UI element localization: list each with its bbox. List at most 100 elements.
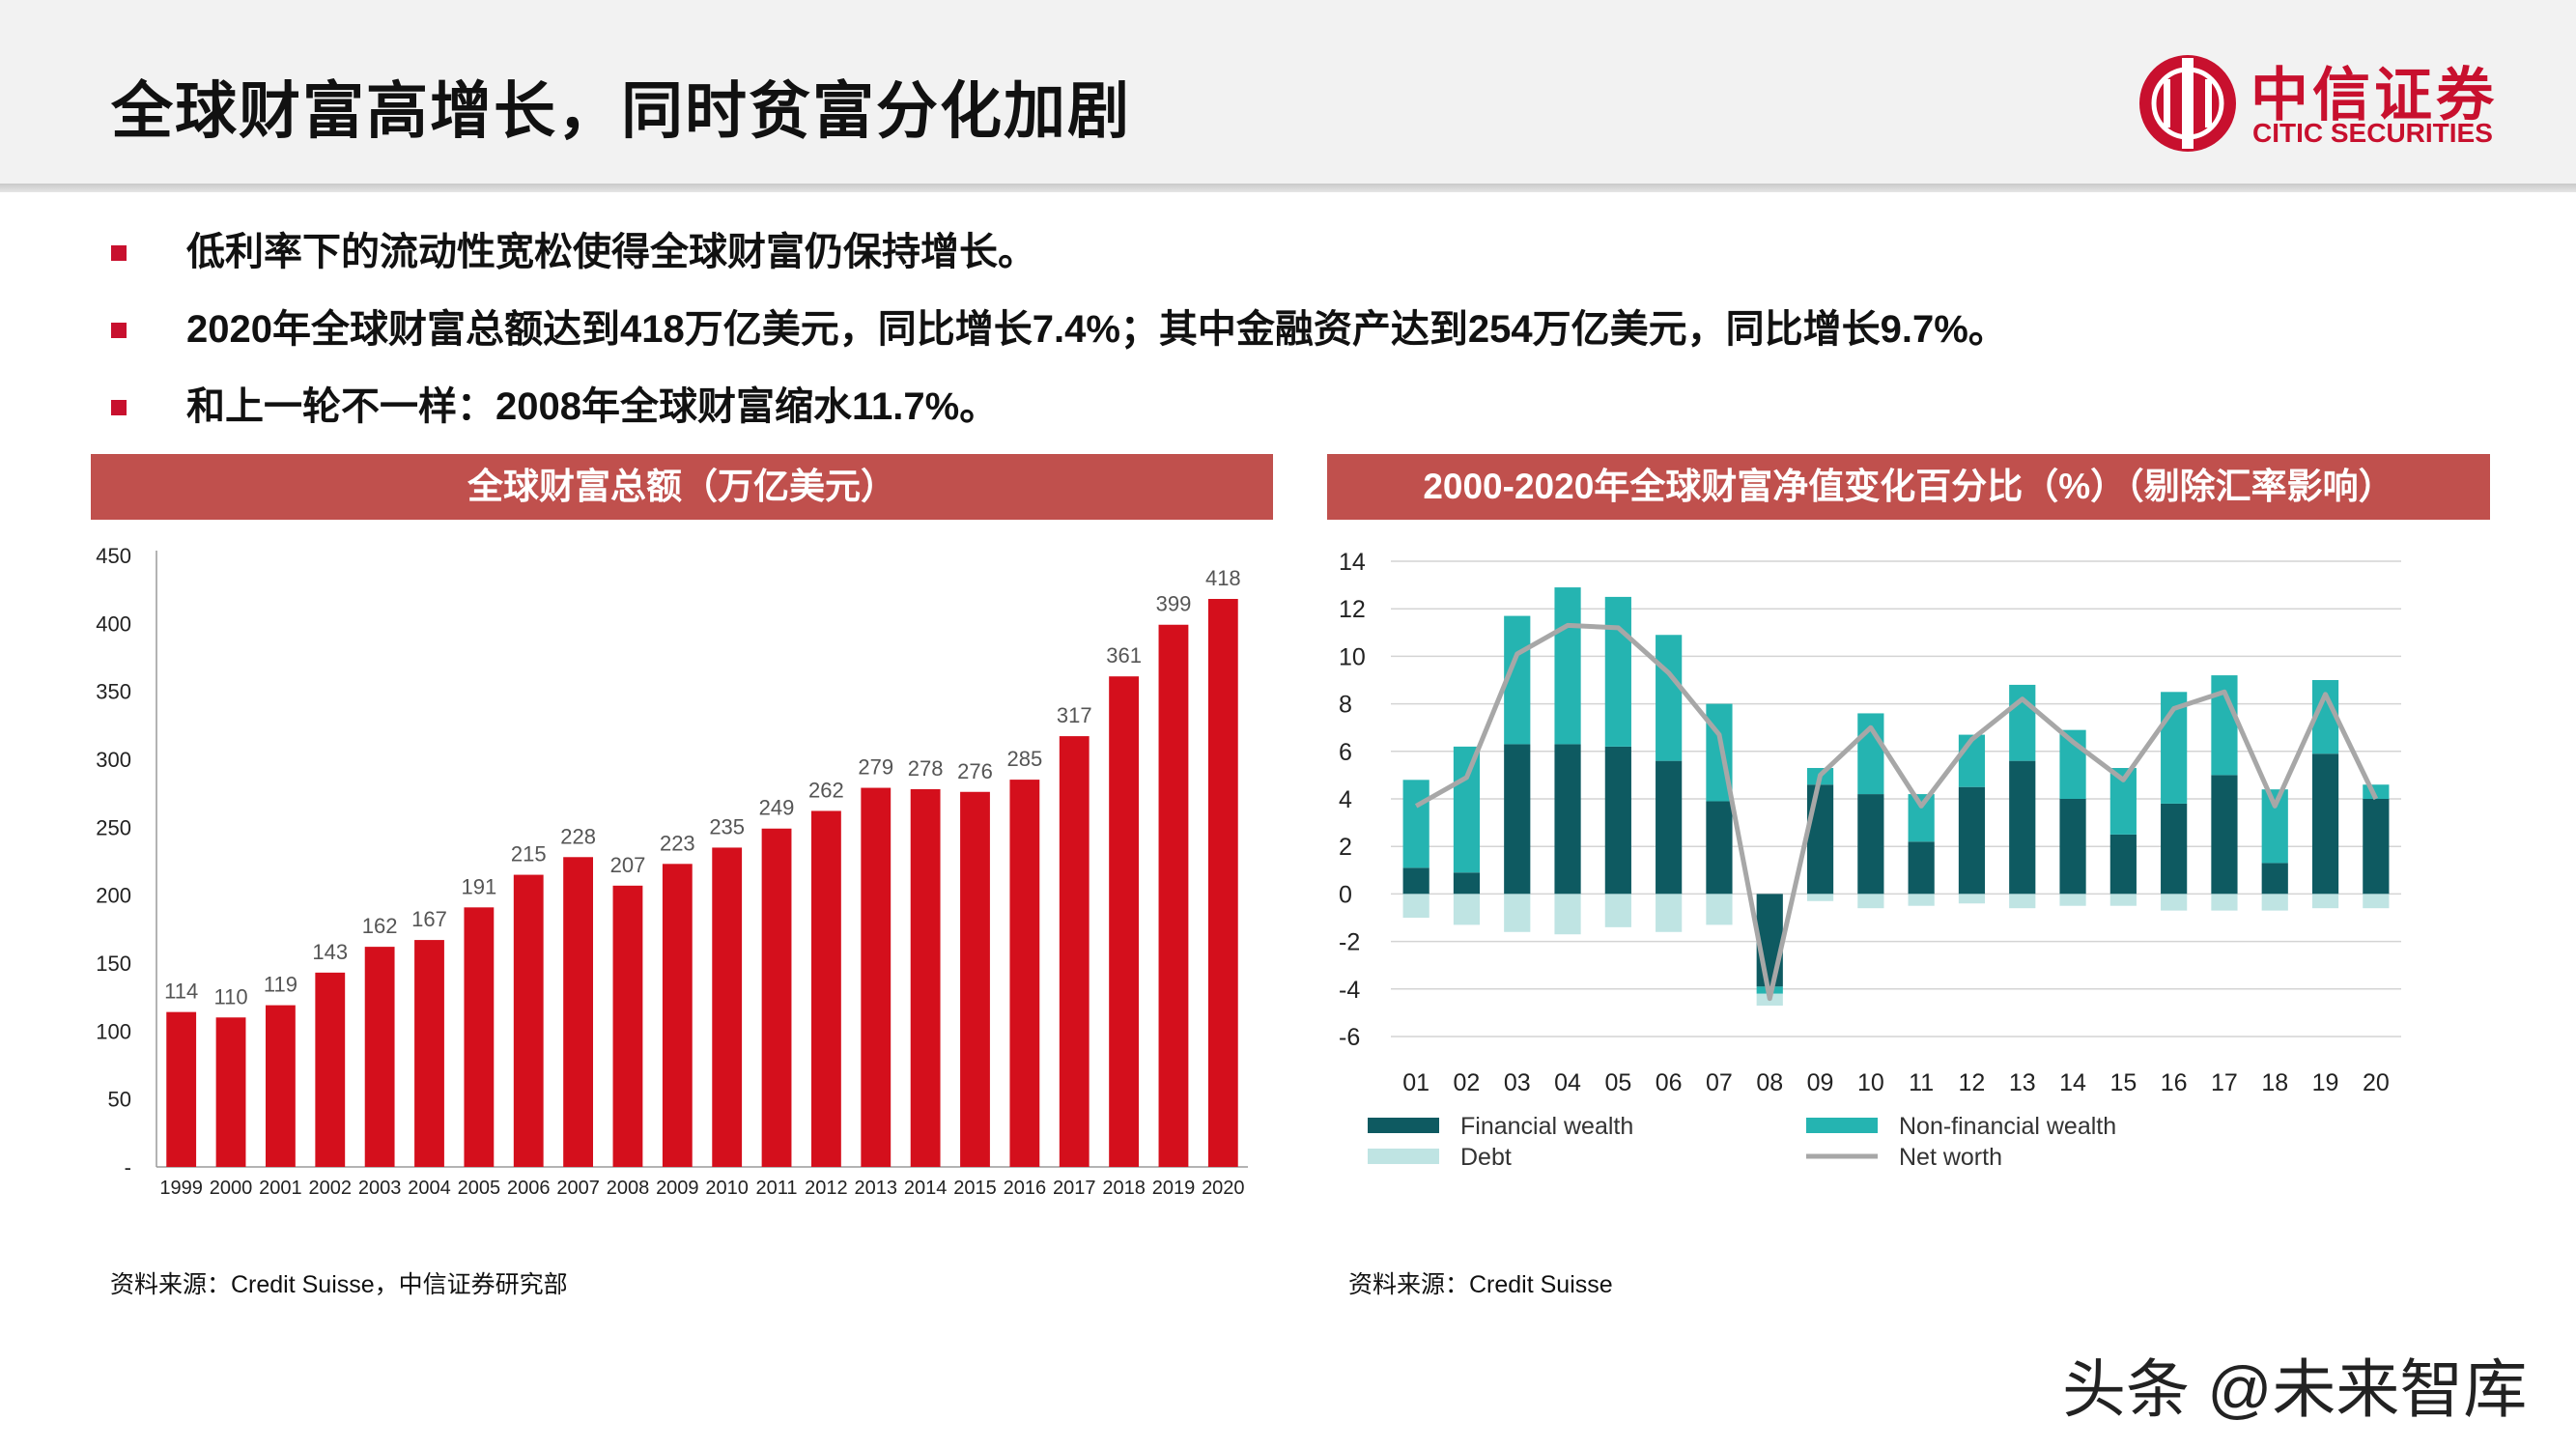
x-tick-label: 12 (1959, 1069, 1986, 1096)
y-tick-label: 350 (96, 680, 131, 704)
bar-debt (2059, 894, 2086, 906)
bar-financial-wealth (2059, 799, 2086, 895)
x-tick-label: 2014 (904, 1178, 948, 1199)
bar-non-financial-wealth (1453, 746, 1481, 873)
x-tick-label: 2020 (1202, 1178, 1245, 1199)
bar (266, 1005, 296, 1167)
data-label: 143 (312, 940, 348, 964)
y-tick-label: 4 (1339, 786, 1352, 813)
x-tick-label: 16 (2161, 1069, 2188, 1096)
bar (364, 947, 395, 1167)
x-tick-label: 14 (2059, 1069, 2086, 1096)
y-tick-label: 14 (1339, 549, 1366, 576)
x-tick-label: 04 (1554, 1069, 1581, 1096)
y-tick-label: 250 (96, 815, 131, 839)
bar-non-financial-wealth (1554, 587, 1581, 745)
legend-label: Non-financial wealth (1899, 1113, 2116, 1140)
right-chart-title: 2000-2020年全球财富净值变化百分比（%）（剔除汇率影响） (1327, 454, 2490, 520)
x-tick-label: 2006 (507, 1178, 551, 1199)
y-tick-label: 150 (96, 952, 131, 976)
bar-debt (2109, 894, 2137, 906)
bar (315, 972, 346, 1167)
x-tick-label: 06 (1656, 1069, 1683, 1096)
x-tick-label: 08 (1756, 1069, 1783, 1096)
x-tick-label: 2018 (1102, 1178, 1146, 1199)
legend-swatch (1368, 1149, 1439, 1164)
bar (910, 788, 941, 1167)
bar-debt (1857, 894, 1884, 909)
bar-financial-wealth (1554, 744, 1581, 895)
bar-non-financial-wealth (1908, 794, 1935, 842)
bar-financial-wealth (1504, 744, 1531, 895)
legend-swatch (1368, 1118, 1439, 1133)
legend-swatch (1806, 1118, 1878, 1133)
bar (662, 864, 693, 1167)
bar (563, 857, 593, 1167)
bar-debt (1706, 894, 1733, 925)
bullet-square-icon (111, 400, 127, 415)
left-chart-title: 全球财富总额（万亿美元） (91, 454, 1273, 520)
logo-english-name: CITIC SECURITIES (2252, 118, 2493, 148)
bar-debt (2161, 894, 2188, 911)
bar-debt (1958, 894, 1986, 904)
bar-non-financial-wealth (2009, 684, 2036, 761)
bar-financial-wealth (2261, 863, 2288, 895)
x-tick-label: 2005 (458, 1178, 501, 1199)
bar-debt (1554, 894, 1581, 935)
x-tick-label: 2019 (1152, 1178, 1196, 1199)
x-tick-label: 05 (1604, 1069, 1631, 1096)
y-tick-label: 0 (1339, 881, 1352, 908)
x-tick-label: 13 (2009, 1069, 2036, 1096)
watermark: 头条 @未来智库 (2062, 1353, 2528, 1425)
bar-financial-wealth (1604, 746, 1631, 895)
bar (712, 847, 743, 1167)
data-label: 276 (957, 759, 993, 783)
bar-debt (2211, 894, 2238, 911)
bar-debt (1656, 894, 1683, 932)
x-tick-label: 10 (1857, 1069, 1884, 1096)
bar-financial-wealth (1402, 867, 1430, 895)
left-chart-source: 资料来源：Credit Suisse，中信证券研究部 (110, 1271, 568, 1298)
data-label: 235 (709, 814, 745, 838)
x-tick-label: 11 (1909, 1069, 1934, 1096)
y-tick-label: -2 (1339, 929, 1360, 956)
data-label: 167 (411, 907, 447, 931)
bar-debt (1604, 894, 1631, 927)
wealth-total-bar-chart: - 50 100 150 200 250 300 350 400 450 114 1999 110 200… (96, 544, 1248, 1199)
y-tick-label: 6 (1339, 739, 1352, 766)
bar (761, 828, 792, 1167)
bar-debt (1402, 894, 1430, 918)
legend-label: Net worth (1899, 1144, 2002, 1171)
data-label: 215 (511, 842, 547, 867)
bar-financial-wealth (1857, 794, 1884, 895)
bar (215, 1017, 246, 1167)
net-worth-line (1414, 622, 2379, 1002)
bullet-square-icon (111, 245, 127, 261)
bar-debt (1453, 894, 1481, 925)
bar-debt (1806, 894, 1834, 901)
y-tick-label: -4 (1339, 977, 1360, 1004)
data-label: 119 (264, 973, 297, 997)
x-tick-label: 02 (1454, 1069, 1481, 1096)
bar (414, 940, 444, 1167)
x-tick-label: 2003 (358, 1178, 402, 1199)
data-label: 223 (660, 831, 695, 855)
bar (1059, 736, 1090, 1167)
bar (861, 787, 892, 1167)
x-tick-label: 2009 (656, 1178, 699, 1199)
data-label: 162 (362, 914, 398, 938)
x-tick-label: 2010 (705, 1178, 749, 1199)
y-tick-label: 450 (96, 544, 131, 568)
bar-financial-wealth (1908, 841, 1935, 895)
x-tick-label: 2000 (210, 1178, 253, 1199)
data-label: 114 (164, 980, 198, 1004)
data-label: 399 (1156, 592, 1192, 616)
x-tick-label: 19 (2312, 1069, 2339, 1096)
data-label: 262 (808, 778, 844, 802)
x-tick-label: 03 (1504, 1069, 1531, 1096)
y-tick-label: 12 (1339, 596, 1366, 623)
x-tick-label: 2017 (1053, 1178, 1096, 1199)
x-tick-label: 2011 (756, 1178, 798, 1199)
bar-financial-wealth (2363, 799, 2390, 895)
bar (612, 885, 643, 1167)
